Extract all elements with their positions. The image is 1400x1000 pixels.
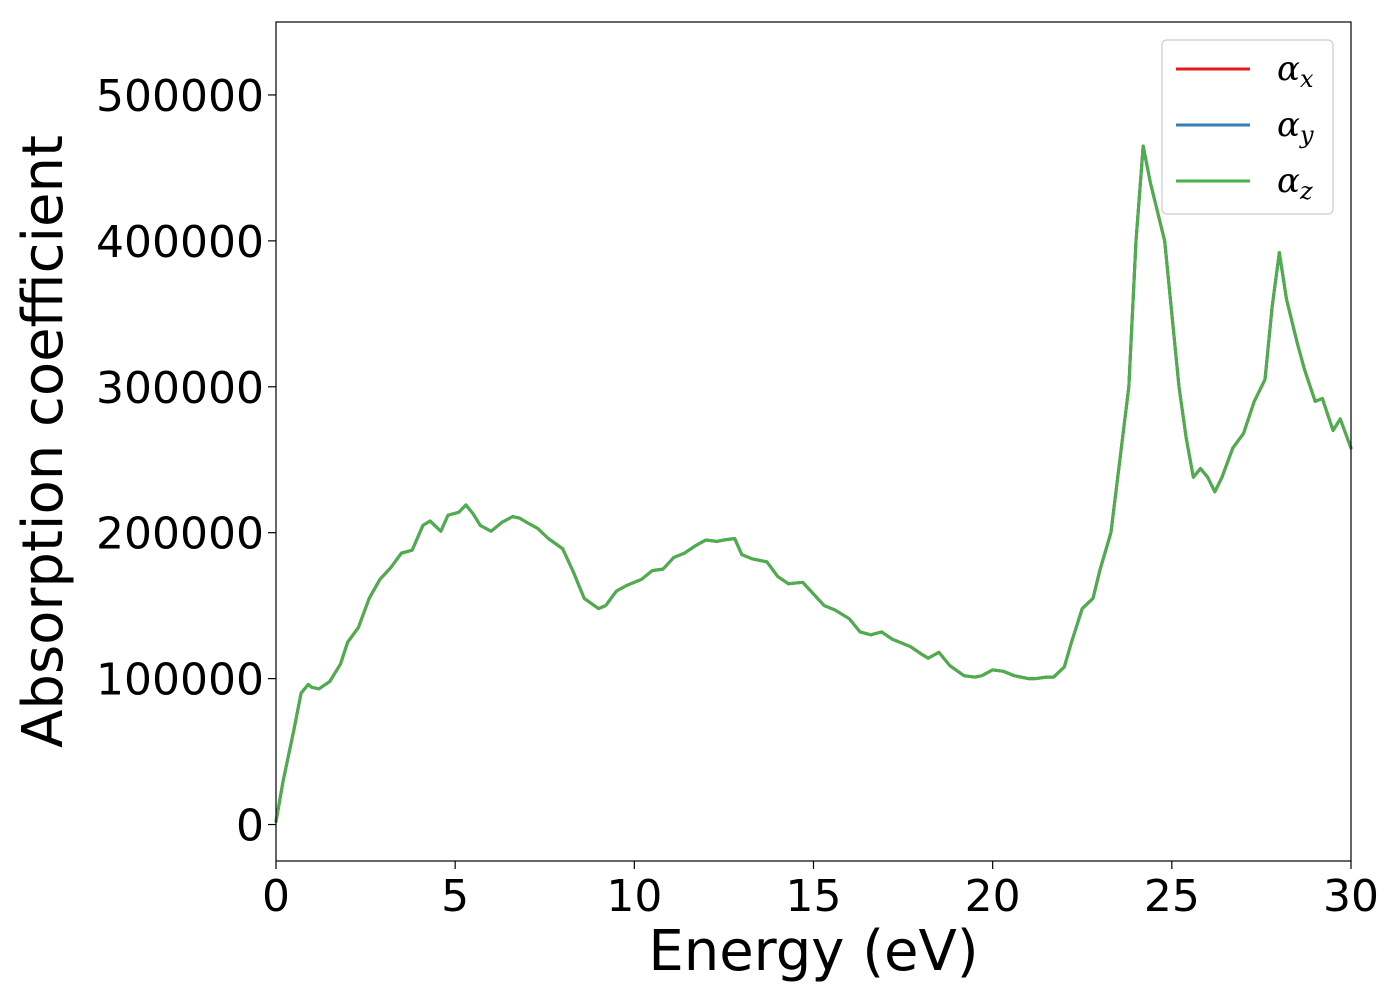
- x-tick-label: 0: [262, 871, 290, 922]
- x-tick-label: 5: [441, 871, 469, 922]
- legend-label-x: αx: [1277, 49, 1314, 93]
- x-tick-label: 10: [606, 871, 662, 922]
- series-layer: [274, 144, 1353, 824]
- y-tick-label: 100000: [96, 655, 264, 706]
- y-axis-title: Absorption coefficient: [11, 135, 76, 748]
- legend-label-y: αy: [1277, 105, 1314, 149]
- y-tick-label: 200000: [96, 509, 264, 560]
- y-tick-label: 300000: [96, 363, 264, 414]
- y-tick-label: 500000: [96, 71, 264, 122]
- x-tick-label: 25: [1144, 871, 1200, 922]
- legend: αx αy αz: [1161, 39, 1334, 215]
- y-tick-label: 400000: [96, 217, 264, 268]
- x-tick-label: 15: [786, 871, 842, 922]
- x-tick-label: 20: [965, 871, 1021, 922]
- y-axis: 0 100000 200000 300000 400000 500000: [96, 71, 276, 852]
- series-line-2: [274, 144, 1353, 824]
- y-tick-label: 0: [236, 801, 264, 852]
- series-line-3: [274, 144, 1353, 824]
- series-line-1: [274, 144, 1353, 824]
- legend-label-z: αz: [1277, 161, 1313, 205]
- x-axis: 0 5 10 15 20 25 30: [262, 861, 1379, 922]
- x-axis-title: Energy (eV): [648, 919, 978, 984]
- x-tick-label: 30: [1323, 871, 1379, 922]
- legend-box: [1161, 39, 1334, 215]
